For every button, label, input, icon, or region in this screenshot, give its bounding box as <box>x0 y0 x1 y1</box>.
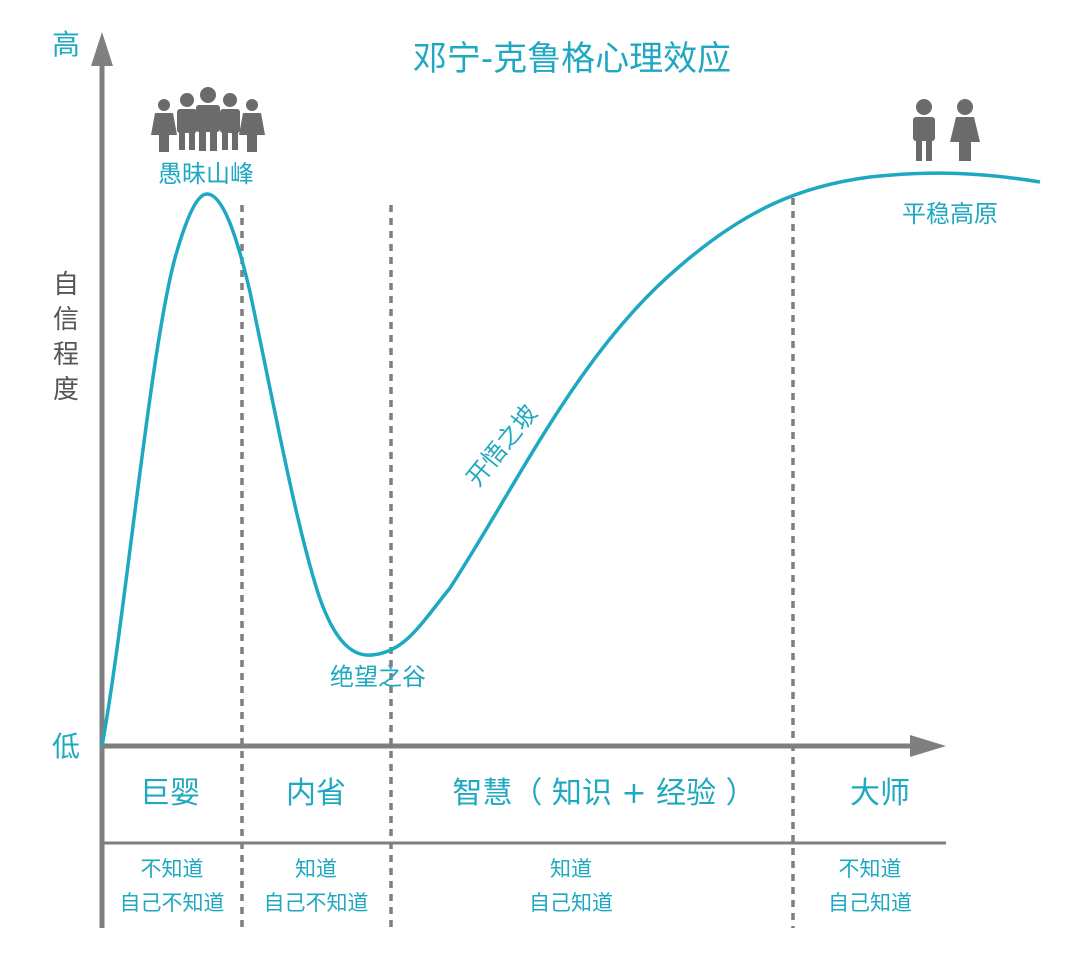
stage-dividers <box>240 198 795 928</box>
stage-description-line1: 不知道 <box>141 857 204 881</box>
confidence-curve <box>100 171 1041 747</box>
y-axis-label-char: 自 <box>53 270 79 300</box>
stage-description-line2: 自己不知道 <box>120 891 225 915</box>
slope-label: 开悟之坡 <box>461 400 543 492</box>
y-axis-label-char: 度 <box>53 375 79 405</box>
stage-description-line2: 自己不知道 <box>264 891 369 915</box>
x-axis-arrowhead <box>910 735 946 757</box>
y-axis-low-label: 低 <box>52 730 80 763</box>
stage-name: 内省 <box>286 776 346 811</box>
y-axis-label-char: 信 <box>53 305 79 335</box>
y-axis-arrowhead <box>91 32 113 66</box>
stage-name: 智慧（ 知识 + 经验 ） <box>452 776 755 811</box>
stage-name: 大师 <box>850 776 910 811</box>
stage-description-line1: 知道 <box>295 857 337 881</box>
stage-description-line1: 不知道 <box>839 857 902 881</box>
two-people-icon <box>913 99 980 161</box>
peak-label: 愚昧山峰 <box>158 160 254 188</box>
people-group-icon <box>151 87 265 152</box>
stage-description-line2: 自己知道 <box>828 891 912 915</box>
y-axis-high-label: 高 <box>52 28 80 61</box>
y-axis-label-char: 程 <box>53 340 79 370</box>
y-axis <box>91 32 113 928</box>
stage-description-line2: 自己知道 <box>529 891 613 915</box>
stage-description-line1: 知道 <box>550 857 592 881</box>
x-axis <box>102 735 946 757</box>
diagram-title: 邓宁-克鲁格心理效应 <box>413 39 731 79</box>
plateau-label: 平稳高原 <box>902 200 998 228</box>
stage-name: 巨婴 <box>140 776 200 811</box>
valley-label: 绝望之谷 <box>330 663 426 691</box>
